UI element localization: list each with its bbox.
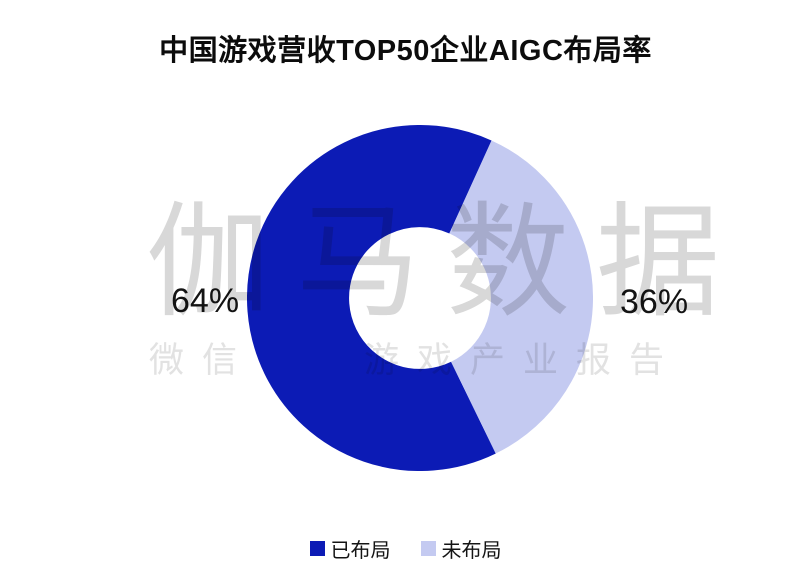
watermark-subtitle-left: 微信: [149, 341, 256, 380]
legend-label-weibuju: 未布局: [441, 540, 502, 562]
donut-svg: [247, 125, 593, 471]
chart-title: 中国游戏营收TOP50企业AIGC布局率: [159, 35, 652, 67]
legend-item-weibuju[interactable]: 未布局: [420, 534, 502, 563]
slice-label-left: 64%: [171, 282, 240, 320]
legend-swatch-yibuju: [309, 541, 325, 556]
slice-label-right: 36%: [620, 283, 689, 321]
donut-slice-未布局: [247, 125, 593, 471]
donut-chart: [247, 125, 593, 471]
legend-label-yibuju: 已布局: [330, 540, 391, 562]
legend: 已布局 未布局: [0, 534, 811, 563]
legend-swatch-weibuju: [420, 541, 436, 556]
legend-item-yibuju[interactable]: 已布局: [309, 534, 391, 563]
